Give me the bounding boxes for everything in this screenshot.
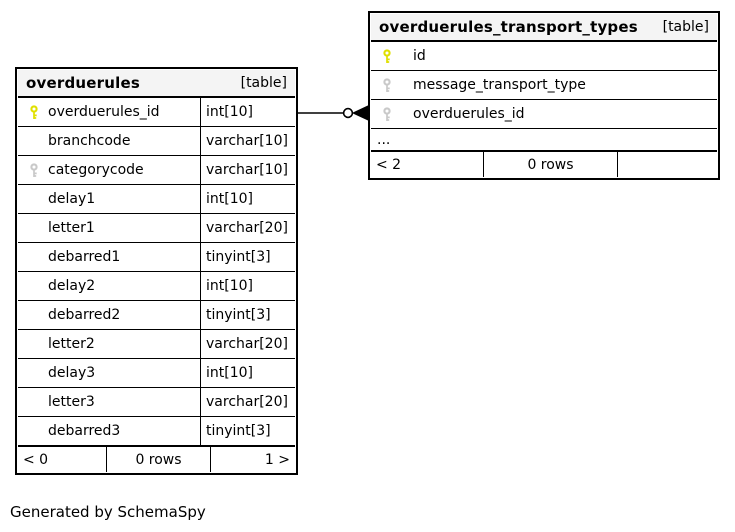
row-count: 0 rows	[106, 447, 211, 472]
column-name: debarred3	[48, 423, 121, 439]
foreign-key-icon	[383, 106, 391, 121]
column-type: varchar[10]	[206, 162, 288, 178]
column-row-message_transport_type: message_transport_type	[371, 70, 717, 99]
column-name-cell: letter2	[18, 330, 201, 358]
column-name: debarred1	[48, 249, 121, 265]
ellipsis-row: ...	[371, 128, 717, 150]
column-name-cell: debarred3	[18, 417, 201, 445]
column-name-cell: delay1	[18, 185, 201, 213]
column-row-delay1: delay1 int[10]	[18, 184, 295, 213]
column-row-id: id	[371, 42, 717, 70]
table-overduerules[interactable]: overduerules [table] overduerules_id int[…	[15, 67, 298, 475]
column-rows: overduerules_id int[10] branchcode varchar…	[18, 98, 295, 445]
column-name: delay1	[48, 191, 96, 207]
column-name-cell: letter3	[18, 388, 201, 416]
table-title[interactable]: overduerules_transport_types	[379, 18, 638, 36]
column-name: delay2	[48, 278, 96, 294]
column-name: letter3	[48, 394, 95, 410]
column-name-cell: categorycode	[18, 156, 201, 184]
primary-key-icon	[383, 48, 391, 63]
column-row-overduerules_id: overduerules_id int[10]	[18, 98, 295, 126]
column-name: letter1	[48, 220, 95, 236]
column-name: delay3	[48, 365, 96, 381]
column-name: overduerules_id	[48, 104, 160, 120]
column-row-letter2: letter2 varchar[20]	[18, 329, 295, 358]
pager-next	[618, 152, 717, 177]
arrowhead-endpoint	[351, 105, 369, 121]
column-row-letter1: letter1 varchar[20]	[18, 213, 295, 242]
column-type: varchar[20]	[206, 336, 288, 352]
row-count: 0 rows	[483, 152, 618, 177]
foreign-key-icon	[383, 77, 391, 92]
column-name-cell: delay2	[18, 272, 201, 300]
column-row-overduerules_id: overduerules_id	[371, 99, 717, 128]
foreign-key-icon	[30, 162, 38, 177]
table-header: overduerules_transport_types [table]	[371, 14, 717, 42]
column-name-cell: overduerules_id	[371, 100, 717, 128]
column-name: letter2	[48, 336, 95, 352]
column-type: int[10]	[206, 104, 253, 120]
table-overduerules-transport-types[interactable]: overduerules_transport_types [table] id …	[368, 11, 720, 180]
column-type: tinyint[3]	[206, 249, 271, 265]
relationship-connector	[296, 105, 369, 121]
column-row-delay3: delay3 int[10]	[18, 358, 295, 387]
pager-next[interactable]: 1 >	[264, 451, 290, 468]
primary-key-icon	[30, 104, 38, 119]
column-name: debarred2	[48, 307, 121, 323]
column-name: message_transport_type	[413, 77, 586, 93]
column-type: int[10]	[206, 191, 253, 207]
column-name-cell: debarred1	[18, 243, 201, 271]
column-type: tinyint[3]	[206, 307, 271, 323]
table-footer: < 0 0 rows 1 >	[18, 445, 295, 472]
column-row-branchcode: branchcode varchar[10]	[18, 126, 295, 155]
column-row-letter3: letter3 varchar[20]	[18, 387, 295, 416]
column-type: int[10]	[206, 365, 253, 381]
column-name: branchcode	[48, 133, 131, 149]
table-tag: [table]	[240, 75, 287, 91]
column-type: varchar[20]	[206, 394, 288, 410]
column-name: categorycode	[48, 162, 144, 178]
column-name-cell: branchcode	[18, 127, 201, 155]
generated-by-note: Generated by SchemaSpy	[10, 503, 206, 521]
column-rows: id message_transport_type overduerules_i…	[371, 42, 717, 128]
table-footer: < 2 0 rows	[371, 150, 717, 177]
column-name-cell: debarred2	[18, 301, 201, 329]
column-name-cell: letter1	[18, 214, 201, 242]
column-name-cell: message_transport_type	[371, 71, 717, 99]
column-name-cell: overduerules_id	[18, 98, 201, 126]
column-row-debarred1: debarred1 tinyint[3]	[18, 242, 295, 271]
column-type: varchar[10]	[206, 133, 288, 149]
pager-prev[interactable]: < 0	[23, 451, 49, 468]
column-type: varchar[20]	[206, 220, 288, 236]
column-row-debarred3: debarred3 tinyint[3]	[18, 416, 295, 445]
column-name: overduerules_id	[413, 106, 525, 122]
column-type: tinyint[3]	[206, 423, 271, 439]
column-type: int[10]	[206, 278, 253, 294]
column-name: id	[413, 48, 426, 64]
column-row-categorycode: categorycode varchar[10]	[18, 155, 295, 184]
pager-prev[interactable]: < 2	[376, 156, 402, 173]
table-tag: [table]	[662, 19, 709, 35]
column-name-cell: id	[371, 42, 717, 70]
zero-circle-endpoint	[342, 107, 354, 119]
column-row-debarred2: debarred2 tinyint[3]	[18, 300, 295, 329]
column-name-cell: delay3	[18, 359, 201, 387]
column-row-delay2: delay2 int[10]	[18, 271, 295, 300]
table-header: overduerules [table]	[18, 70, 295, 98]
table-title[interactable]: overduerules	[26, 74, 140, 92]
